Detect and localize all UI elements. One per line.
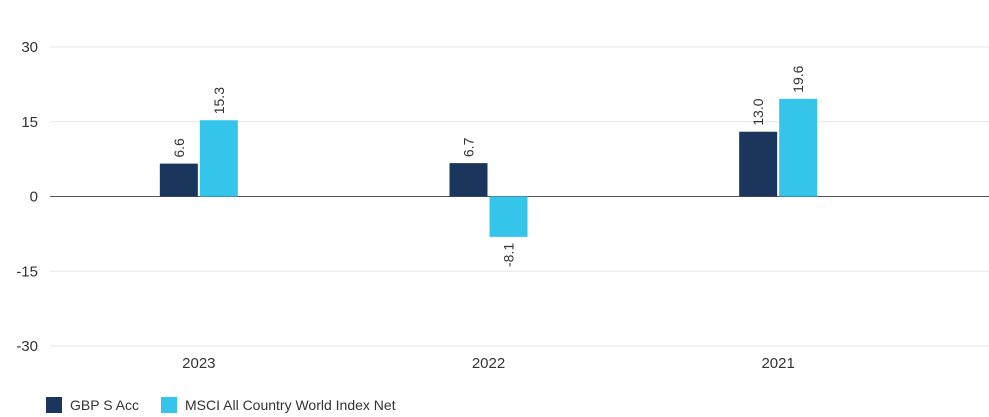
y-tick-label: 30 (21, 39, 38, 56)
legend-label-msci: MSCI All Country World Index Net (185, 397, 396, 413)
x-category-label: 2023 (182, 355, 215, 372)
data-label: 6.7 (461, 137, 477, 157)
bar (489, 196, 528, 237)
data-label: 6.6 (171, 138, 187, 158)
legend-item-gbp-s-acc: GBP S Acc (46, 397, 139, 413)
bar (449, 163, 488, 197)
data-label: 13.0 (750, 98, 766, 125)
data-label: 19.6 (790, 65, 806, 92)
x-category-label: 2022 (472, 355, 505, 372)
y-tick-label: -15 (16, 263, 38, 280)
x-category-label: 2021 (761, 355, 794, 372)
legend-swatch-gbp-s-acc (46, 397, 62, 413)
legend: GBP S Acc MSCI All Country World Index N… (46, 397, 396, 413)
y-tick-label: 15 (21, 114, 38, 131)
legend-item-msci: MSCI All Country World Index Net (161, 397, 396, 413)
data-label: -8.1 (501, 243, 517, 267)
legend-label-gbp-s-acc: GBP S Acc (70, 397, 139, 413)
y-tick-label: 0 (30, 189, 38, 206)
data-label: 15.3 (211, 87, 227, 114)
legend-swatch-msci (161, 397, 177, 413)
bar (199, 120, 238, 197)
y-tick-label: -30 (16, 338, 38, 355)
bar (739, 131, 778, 197)
bar (159, 163, 198, 197)
bar (779, 98, 818, 197)
